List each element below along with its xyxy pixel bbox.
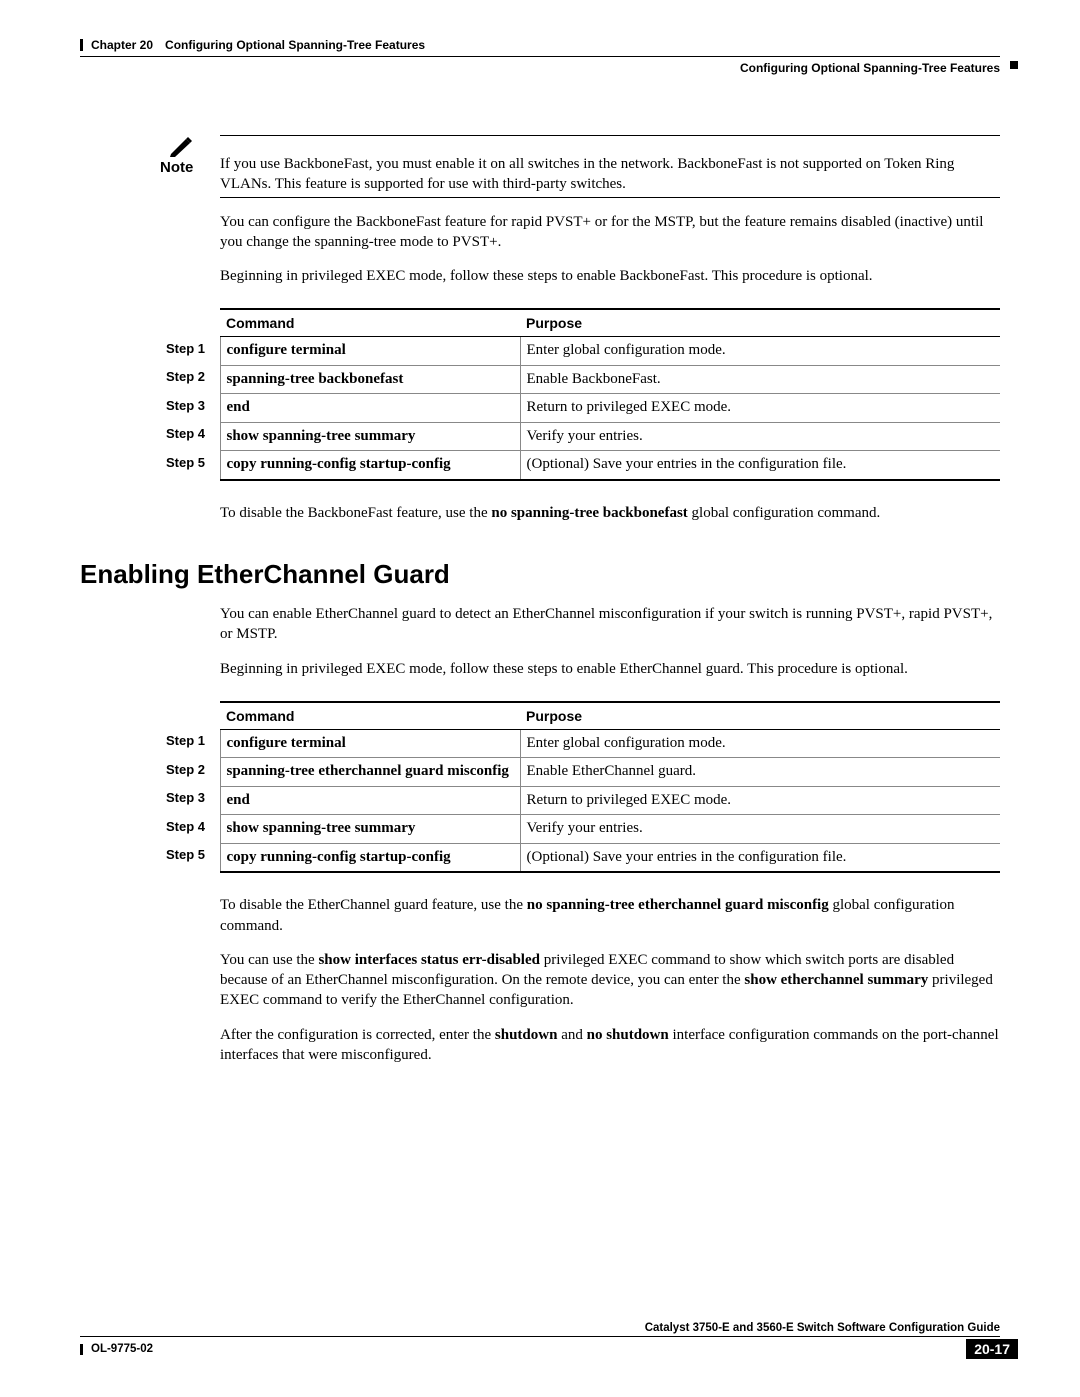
footer-doc-id: OL-9775-02 xyxy=(91,1343,153,1355)
table-header-purpose: Purpose xyxy=(520,309,1000,337)
step-label: Step 1 xyxy=(160,729,220,758)
closing2-para-3: After the configuration is corrected, en… xyxy=(220,1025,1000,1066)
purpose-cell: Return to privileged EXEC mode. xyxy=(520,786,1000,815)
command-cell: configure terminal xyxy=(220,337,520,366)
page-header: Chapter 20 Configuring Optional Spanning… xyxy=(80,38,1000,52)
step-label: Step 2 xyxy=(160,365,220,394)
step-label: Step 3 xyxy=(160,394,220,423)
page-footer: Catalyst 3750-E and 3560-E Switch Softwa… xyxy=(80,1322,1000,1359)
command-cell: show spanning-tree summary xyxy=(220,815,520,844)
step-label: Step 4 xyxy=(160,815,220,844)
table-header-command: Command xyxy=(220,309,520,337)
chapter-label: Chapter 20 xyxy=(91,38,153,52)
table-row: Step 1configure terminalEnter global con… xyxy=(160,729,1000,758)
table-row: Step 3endReturn to privileged EXEC mode. xyxy=(160,786,1000,815)
purpose-cell: Enter global configuration mode. xyxy=(520,337,1000,366)
command-cell: end xyxy=(220,394,520,423)
note-text: If you use BackboneFast, you must enable… xyxy=(220,154,1000,198)
closing-para-1: To disable the BackboneFast feature, use… xyxy=(220,503,1000,523)
purpose-cell: (Optional) Save your entries in the conf… xyxy=(520,843,1000,872)
intro2-para-1: You can enable EtherChannel guard to det… xyxy=(220,604,1000,645)
step-label: Step 3 xyxy=(160,786,220,815)
purpose-cell: Enter global configuration mode. xyxy=(520,729,1000,758)
step-label: Step 2 xyxy=(160,758,220,787)
table-row: Step 2spanning-tree backbonefastEnable B… xyxy=(160,365,1000,394)
section-subtitle: Configuring Optional Spanning-Tree Featu… xyxy=(80,56,1000,75)
command-cell: spanning-tree backbonefast xyxy=(220,365,520,394)
page-number: 20-17 xyxy=(966,1339,1018,1359)
table-row: Step 3endReturn to privileged EXEC mode. xyxy=(160,394,1000,423)
intro2-para-2: Beginning in privileged EXEC mode, follo… xyxy=(220,659,1000,679)
command-cell: configure terminal xyxy=(220,729,520,758)
etherchannel-heading: Enabling EtherChannel Guard xyxy=(80,559,1000,590)
closing2-para-2: You can use the show interfaces status e… xyxy=(220,950,1000,1011)
command-cell: end xyxy=(220,786,520,815)
table-row: Step 2spanning-tree etherchannel guard m… xyxy=(160,758,1000,787)
step-label: Step 4 xyxy=(160,422,220,451)
purpose-cell: Enable BackboneFast. xyxy=(520,365,1000,394)
header-bar xyxy=(80,39,83,51)
command-cell: copy running-config startup-config xyxy=(220,451,520,480)
purpose-cell: Return to privileged EXEC mode. xyxy=(520,394,1000,423)
purpose-cell: Verify your entries. xyxy=(520,422,1000,451)
purpose-cell: Enable EtherChannel guard. xyxy=(520,758,1000,787)
etherchannel-steps-table: Command Purpose Step 1configure terminal… xyxy=(160,701,1000,874)
command-cell: copy running-config startup-config xyxy=(220,843,520,872)
table2-header-command: Command xyxy=(220,702,520,730)
table-row: Step 4show spanning-tree summaryVerify y… xyxy=(160,815,1000,844)
footer-bar xyxy=(80,1344,83,1355)
step-label: Step 1 xyxy=(160,337,220,366)
pencil-icon xyxy=(168,135,194,157)
step-label: Step 5 xyxy=(160,451,220,480)
chapter-title: Configuring Optional Spanning-Tree Featu… xyxy=(165,38,425,52)
command-cell: show spanning-tree summary xyxy=(220,422,520,451)
purpose-cell: (Optional) Save your entries in the conf… xyxy=(520,451,1000,480)
table2-header-purpose: Purpose xyxy=(520,702,1000,730)
backbonefast-steps-table: Command Purpose Step 1configure terminal… xyxy=(160,308,1000,481)
closing2-para-1: To disable the EtherChannel guard featur… xyxy=(220,895,1000,936)
table-row: Step 1configure terminalEnter global con… xyxy=(160,337,1000,366)
footer-guide-title: Catalyst 3750-E and 3560-E Switch Softwa… xyxy=(80,1322,1000,1337)
table-row: Step 4show spanning-tree summaryVerify y… xyxy=(160,422,1000,451)
intro-para-1: You can configure the BackboneFast featu… xyxy=(220,212,1000,253)
table-row: Step 5copy running-config startup-config… xyxy=(160,451,1000,480)
table-row: Step 5copy running-config startup-config… xyxy=(160,843,1000,872)
command-cell: spanning-tree etherchannel guard misconf… xyxy=(220,758,520,787)
step-label: Step 5 xyxy=(160,843,220,872)
purpose-cell: Verify your entries. xyxy=(520,815,1000,844)
note-label: Note xyxy=(160,159,193,176)
note-block: Note If you use BackboneFast, you must e… xyxy=(160,135,1000,198)
intro-para-2: Beginning in privileged EXEC mode, follo… xyxy=(220,266,1000,286)
